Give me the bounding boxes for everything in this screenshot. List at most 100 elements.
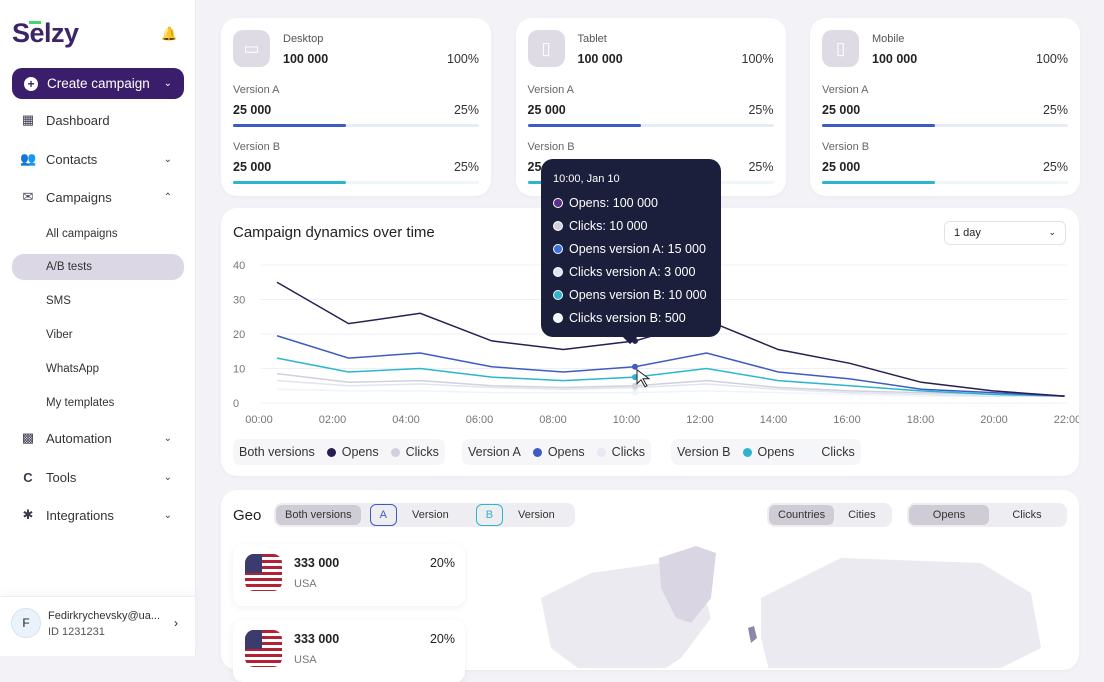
x-tick-label: 12:00 (686, 414, 714, 426)
filter-version-b[interactable]: B Version (467, 500, 573, 530)
tooltip-row: Clicks version B: 500 (553, 306, 709, 329)
country-value: 333 000 (294, 556, 340, 570)
legend-both[interactable]: Both versions Opens Clicks (233, 439, 445, 465)
legend-version-b[interactable]: Version B Opens Clicks (671, 439, 861, 465)
legend-opens[interactable]: Opens (547, 445, 585, 459)
filter-version-a[interactable]: A Version (361, 500, 467, 530)
create-campaign-button[interactable]: + Create campaign ⌄ (12, 68, 184, 99)
country-value: 333 000 (294, 632, 340, 646)
series-line-clicks (276, 372, 1065, 397)
legend-dot (806, 447, 816, 457)
world-map[interactable] (511, 538, 1071, 668)
tooltip-row: Clicks version A: 3 000 (553, 260, 709, 283)
users-icon: 👥 (20, 151, 37, 166)
geo-title: Geo (233, 507, 262, 524)
sidebar-item-dashboard[interactable]: ▦ Dashboard (12, 107, 184, 133)
device-pct: 100% (447, 52, 479, 66)
version-b-progress (233, 181, 479, 184)
version-b-label: Version B (527, 141, 575, 153)
version-b-label: Version B (233, 141, 281, 153)
x-tick-label: 18:00 (907, 414, 935, 426)
sidebar-item-contacts[interactable]: 👥 Contacts ⌄ (12, 146, 184, 172)
period-select[interactable]: 1 day ⌄ (944, 221, 1066, 245)
user-email: Fedirkrychevsky@ua... (48, 610, 161, 622)
country-row[interactable]: 333 000 USA 20% (233, 620, 465, 682)
sidebar-sub-templates[interactable]: My templates (46, 397, 115, 409)
sitemap-icon: ▩ (21, 430, 35, 445)
x-tick-label: 22:00 (1054, 414, 1079, 426)
badge-b: B (475, 504, 504, 526)
legend-clicks[interactable]: Clicks (611, 445, 646, 459)
legend-opens[interactable]: Opens (757, 445, 795, 459)
chevron-down-icon[interactable]: ⌄ (163, 78, 172, 89)
label: Dashboard (46, 112, 110, 128)
version-a-progress (822, 124, 1068, 127)
mode-countries[interactable]: Countries (769, 505, 835, 525)
legend-version-a[interactable]: Version A Opens Clicks (462, 439, 652, 465)
device-total: 100 000 (577, 52, 623, 66)
label: Version (412, 509, 449, 521)
label: Version (518, 509, 555, 521)
version-filter: Both versions A Version B Version (274, 503, 575, 527)
mode-cities[interactable]: Cities (848, 509, 876, 521)
sidebar-sub-viber[interactable]: Viber (46, 329, 73, 341)
sidebar-item-tools[interactable]: C Tools ⌄ (12, 464, 184, 490)
legend-clicks[interactable]: Clicks (405, 445, 439, 459)
chevron-down-icon: ⌄ (163, 509, 172, 521)
filter-both[interactable]: Both versions (276, 505, 361, 525)
data-point (632, 363, 638, 370)
country-row[interactable]: 333 000 USA 20% (233, 544, 465, 606)
label: Contacts (46, 151, 98, 167)
series-dot (553, 243, 563, 254)
sidebar-item-automation[interactable]: ▩ Automation ⌄ (12, 425, 184, 451)
tooltip-text: Opens version B: 10 000 (569, 287, 707, 302)
bell-icon[interactable]: 🔔 (161, 26, 178, 41)
chart-tooltip: 10:00, Jan 10 Opens: 100 000 Clicks: 10 0… (541, 159, 721, 337)
sidebar-sub-ab-tests[interactable]: A/B tests (12, 254, 184, 280)
sidebar-sub-whatsapp[interactable]: WhatsApp (46, 363, 100, 375)
series-line-clicks-version-a (276, 379, 1065, 397)
x-tick-label: 08:00 (539, 414, 567, 426)
version-a-pct: 25% (748, 103, 774, 117)
label: Automation (46, 430, 112, 446)
tooltip-row: Opens: 100 000 (553, 191, 709, 214)
tooltip-row: Clicks: 10 000 (553, 214, 709, 237)
x-tick-label: 06:00 (466, 414, 494, 426)
badge-a: A (369, 504, 397, 526)
sidebar-sub-all-campaigns[interactable]: All campaigns (46, 228, 118, 240)
logo[interactable]: Selzy (12, 18, 79, 48)
uk[interactable] (748, 626, 757, 643)
x-tick-label: 14:00 (760, 414, 788, 426)
device-card-mobile: ▯ Mobile 100 000 100% Version A 25 000 2… (810, 18, 1080, 196)
y-tick-label: 10 (233, 364, 245, 376)
legend-clicks[interactable]: Clicks (821, 445, 855, 459)
legend-dot (326, 447, 336, 457)
version-a-label: Version A (822, 84, 869, 96)
series-dot (553, 220, 563, 231)
greenland[interactable] (659, 546, 716, 623)
user-menu[interactable]: F Fedirkrychevsky@ua... ID 1231231 › (0, 596, 196, 656)
version-a-value: 25 000 (822, 103, 861, 117)
sidebar-item-campaigns[interactable]: ✉ Campaigns ⌃ (12, 184, 184, 210)
sidebar-item-integrations[interactable]: ✱ Integrations ⌄ (12, 502, 184, 528)
y-tick-label: 30 (233, 295, 245, 307)
metric-opens[interactable]: Opens (909, 505, 989, 525)
phone-icon: ▯ (822, 30, 859, 67)
chevron-down-icon: ⌄ (1048, 227, 1056, 237)
device-name: Mobile (872, 33, 905, 45)
version-a-value: 25 000 (233, 103, 272, 117)
cursor-icon (636, 368, 651, 388)
version-a-pct: 25% (1042, 103, 1068, 117)
sidebar-sub-sms[interactable]: SMS (46, 295, 71, 307)
series-line-opens-version-a (276, 335, 1065, 397)
version-b-label: Version B (822, 141, 870, 153)
x-tick-label: 16:00 (833, 414, 861, 426)
metric-clicks[interactable]: Clicks (1012, 509, 1042, 521)
legend-group: Version B (677, 445, 731, 459)
grid-icon: ▦ (21, 112, 35, 127)
chevron-right-icon[interactable]: › (174, 616, 178, 630)
version-a-progress (233, 124, 479, 127)
legend-opens[interactable]: Opens (341, 445, 379, 459)
country-name: USA (294, 578, 317, 590)
tooltip-text: Opens version A: 15 000 (569, 241, 706, 256)
